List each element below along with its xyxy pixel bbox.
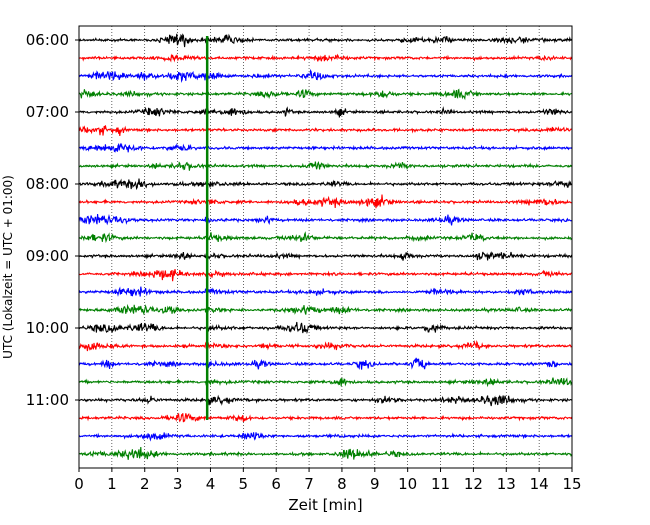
seismic-trace xyxy=(78,377,573,388)
seismic-trace xyxy=(78,412,573,423)
y-axis-label: UTC (Lokalzeit = UTC + 01:00) xyxy=(1,175,15,359)
seismic-trace xyxy=(78,394,572,407)
seismic-trace xyxy=(78,251,573,261)
x-tick-label: 15 xyxy=(562,475,581,493)
x-axis-ticks: 0 1 2 3 4 5 6 7 8 9 10 11 12 13 14 15 xyxy=(74,468,582,493)
seismic-trace xyxy=(78,432,573,442)
seismic-trace xyxy=(78,142,573,153)
seismic-trace xyxy=(78,88,572,101)
seismic-trace xyxy=(78,303,573,316)
x-tick-label: 7 xyxy=(304,475,314,493)
seismic-trace xyxy=(78,160,573,171)
seismic-trace xyxy=(78,447,573,460)
x-tick-label: 0 xyxy=(74,475,84,493)
seismic-trace xyxy=(78,357,573,370)
seismic-trace xyxy=(78,178,573,191)
seismic-trace xyxy=(78,194,572,209)
x-tick-label: 10 xyxy=(398,475,417,493)
y-tick-label: 08:00 xyxy=(26,175,69,193)
x-tick-label: 4 xyxy=(206,475,216,493)
seismic-trace xyxy=(78,286,573,297)
y-tick-label: 07:00 xyxy=(26,103,69,121)
x-axis-label: Zeit [min] xyxy=(288,496,362,514)
seismic-trace xyxy=(78,340,572,352)
y-axis-ticks: 06:00 07:00 08:00 09:00 10:00 11:00 xyxy=(26,31,79,409)
y-tick-label: 09:00 xyxy=(26,247,69,265)
seismic-trace xyxy=(78,268,572,282)
seismic-trace xyxy=(78,231,573,244)
x-tick-label: 14 xyxy=(530,475,549,493)
seismic-trace xyxy=(78,213,572,226)
y-tick-label: 10:00 xyxy=(26,319,69,337)
seismic-trace xyxy=(78,68,573,84)
x-tick-label: 6 xyxy=(271,475,281,493)
x-tick-label: 5 xyxy=(239,475,249,493)
seismic-trace xyxy=(78,125,572,137)
x-tick-label: 8 xyxy=(337,475,347,493)
x-tick-label: 11 xyxy=(431,475,450,493)
x-tick-label: 3 xyxy=(173,475,183,493)
seismic-trace xyxy=(78,33,573,48)
x-tick-label: 12 xyxy=(464,475,483,493)
x-tick-label: 9 xyxy=(370,475,380,493)
seismic-trace xyxy=(78,321,573,335)
x-tick-label: 1 xyxy=(107,475,117,493)
seismic-trace xyxy=(78,53,573,63)
traces xyxy=(78,33,573,460)
y-tick-label: 11:00 xyxy=(26,391,69,409)
x-tick-label: 2 xyxy=(140,475,150,493)
plot-frame xyxy=(78,25,573,469)
seismic-trace xyxy=(78,106,573,118)
x-tick-label: 13 xyxy=(497,475,516,493)
y-tick-label: 06:00 xyxy=(26,31,69,49)
